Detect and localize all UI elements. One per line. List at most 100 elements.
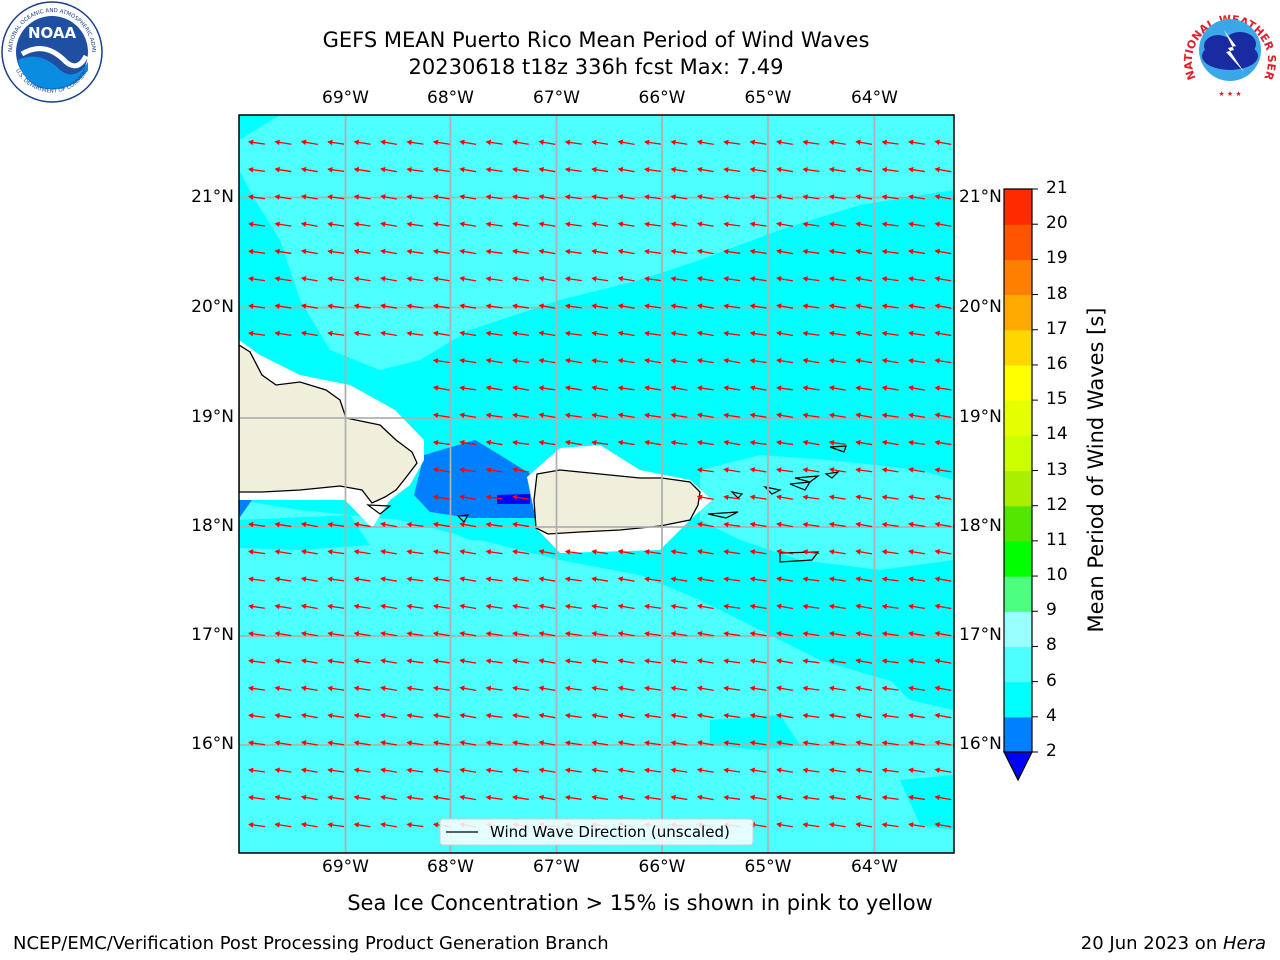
wave-arrow [485, 166, 503, 173]
wave-arrow [538, 630, 556, 637]
wave-arrow [723, 303, 741, 310]
wave-arrow [696, 358, 714, 364]
wave-arrow [459, 194, 477, 200]
wave-arrow [300, 794, 318, 801]
wave-arrow [380, 521, 397, 528]
wave-arrow [248, 248, 266, 255]
wave-arrow [749, 521, 767, 528]
wave-arrow [248, 631, 266, 637]
wave-arrow [644, 685, 662, 692]
wave-arrow [934, 740, 952, 746]
wave-arrow [670, 412, 688, 419]
wave-arrow [512, 139, 530, 146]
wave-arrow [432, 549, 450, 555]
lon-top-3: 66°W [638, 88, 686, 108]
wave-arrow [908, 139, 926, 146]
wave-arrow [723, 276, 741, 282]
wave-arrow [934, 221, 952, 227]
wave-arrow [406, 549, 424, 555]
wave-arrow [644, 603, 662, 610]
wave-arrow [776, 194, 793, 200]
wave-arrow [881, 685, 899, 692]
wave-arrow [696, 685, 714, 692]
wave-arrow [908, 712, 926, 719]
wave-arrow [406, 303, 424, 310]
wave-arrow [749, 276, 767, 282]
wave-arrow [776, 740, 793, 746]
wave-arrow [485, 767, 503, 774]
wave-arrow [538, 166, 556, 173]
wave-arrow [432, 221, 450, 228]
wave-arrow [380, 549, 397, 555]
wave-arrow [300, 248, 318, 255]
wave-arrow [353, 740, 371, 746]
wave-arrow [327, 276, 345, 282]
lon-bottom-4: 65°W [744, 857, 792, 877]
wave-arrow [327, 822, 345, 828]
wave-arrow [881, 740, 899, 746]
colorbar-tick-1: 4 [1046, 705, 1057, 726]
wave-arrow [908, 166, 926, 173]
wave-arrow [908, 276, 926, 282]
wave-arrow [670, 658, 688, 664]
wave-arrow [696, 248, 714, 255]
wave-arrow [934, 603, 952, 610]
wave-arrow [432, 358, 450, 364]
wave-arrow [934, 248, 952, 255]
wave-arrow [881, 139, 899, 146]
wave-arrow [881, 194, 899, 200]
wave-arrow [538, 303, 556, 309]
lon-top-0: 69°W [322, 88, 369, 108]
wave-arrow [327, 166, 345, 173]
wave-arrow [617, 549, 635, 555]
wave-arrow [459, 658, 477, 664]
wave-arrow [908, 685, 926, 692]
colorbar-segment-15 [1004, 189, 1032, 225]
wave-arrow [855, 767, 873, 773]
colorbar-segment-3 [1004, 611, 1032, 648]
period-under-2-patch [497, 494, 530, 504]
wave-arrow [802, 221, 820, 228]
wave-arrow [485, 330, 503, 337]
wave-arrow [696, 494, 714, 500]
wave-arrow [670, 276, 688, 282]
colorbar-segment-13 [1004, 259, 1032, 296]
lon-top-5: 64°W [851, 88, 898, 108]
wave-arrow [432, 276, 450, 282]
wave-arrow [776, 603, 793, 610]
wave-arrow [485, 439, 503, 446]
wave-arrow [855, 221, 873, 227]
wave-arrow [538, 412, 556, 419]
colorbar-tick-8: 13 [1046, 459, 1068, 480]
wave-arrow [723, 603, 741, 610]
wave-arrow [432, 194, 450, 200]
wave-arrow [881, 822, 899, 828]
wave-arrow [934, 467, 952, 473]
wave-arrow [564, 712, 582, 719]
wave-arrow [670, 166, 688, 173]
colorbar-tick-14: 19 [1046, 248, 1068, 269]
wave-arrow [274, 194, 292, 200]
colorbar-tick-2: 6 [1046, 670, 1057, 691]
wave-arrow [459, 358, 477, 364]
wave-arrow [512, 412, 530, 419]
wave-arrow [696, 576, 714, 582]
wave-arrow [617, 221, 635, 227]
wave-arrow [828, 603, 846, 610]
wave-arrow [776, 521, 793, 528]
wave-arrow [327, 712, 345, 719]
map-frame [238, 114, 955, 854]
wave-arrow [776, 303, 793, 309]
wave-arrow [617, 740, 635, 746]
wave-arrow [564, 576, 582, 583]
wave-arrow [855, 194, 873, 200]
wave-arrow [512, 740, 530, 746]
colorbar-segment-1 [1004, 681, 1032, 718]
wave-arrow [855, 166, 873, 173]
wave-arrow [749, 549, 767, 555]
wave-arrow [459, 494, 477, 500]
period-2-4-sliver [239, 500, 252, 517]
wave-arrow [855, 822, 873, 828]
wave-arrow [617, 194, 635, 200]
wave-arrow [908, 576, 926, 582]
